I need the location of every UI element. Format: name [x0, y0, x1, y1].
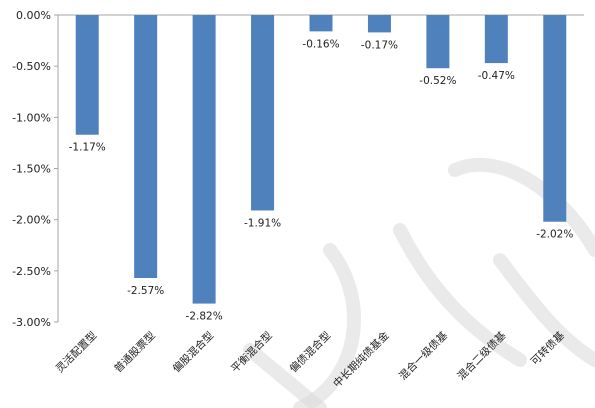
category-label: 可转债基 — [528, 329, 567, 368]
data-label: -0.52% — [419, 75, 456, 87]
bar — [543, 15, 567, 222]
labels-group: -1.17%灵活配置型-2.57%普通股票型-2.82%偏股混合型-1.91%平… — [53, 38, 573, 390]
bar — [484, 15, 508, 64]
bar — [192, 15, 216, 304]
data-label: -0.47% — [478, 70, 515, 82]
category-label: 普通股票型 — [111, 329, 157, 375]
bars-group — [75, 15, 567, 304]
data-label: -2.82% — [186, 311, 223, 323]
y-tick-label: -0.50% — [12, 60, 51, 73]
data-label: -2.02% — [536, 229, 573, 241]
category-label: 混合一级债基 — [396, 329, 450, 383]
y-tick-label: -1.00% — [12, 111, 51, 124]
bar — [367, 15, 391, 33]
category-label: 偏股混合型 — [170, 329, 216, 375]
data-label: -0.17% — [361, 39, 398, 51]
data-label: -1.91% — [244, 217, 281, 229]
y-tick-label: -3.00% — [12, 316, 51, 329]
y-tick-label: -2.50% — [12, 265, 51, 278]
bar — [75, 15, 99, 135]
y-tick-label: 0.00% — [16, 9, 51, 22]
category-label: 灵活配置型 — [53, 329, 99, 375]
data-label: -2.57% — [127, 285, 164, 297]
watermark — [243, 157, 595, 408]
bar — [134, 15, 158, 278]
bar — [426, 15, 450, 69]
data-label: -0.16% — [302, 38, 339, 50]
data-label: -1.17% — [69, 142, 106, 154]
y-tick-label: -1.50% — [12, 163, 51, 176]
bar — [251, 15, 275, 211]
category-label: 偏债混合型 — [287, 329, 333, 375]
y-tick-label: -2.00% — [12, 214, 51, 227]
bar — [309, 15, 333, 32]
